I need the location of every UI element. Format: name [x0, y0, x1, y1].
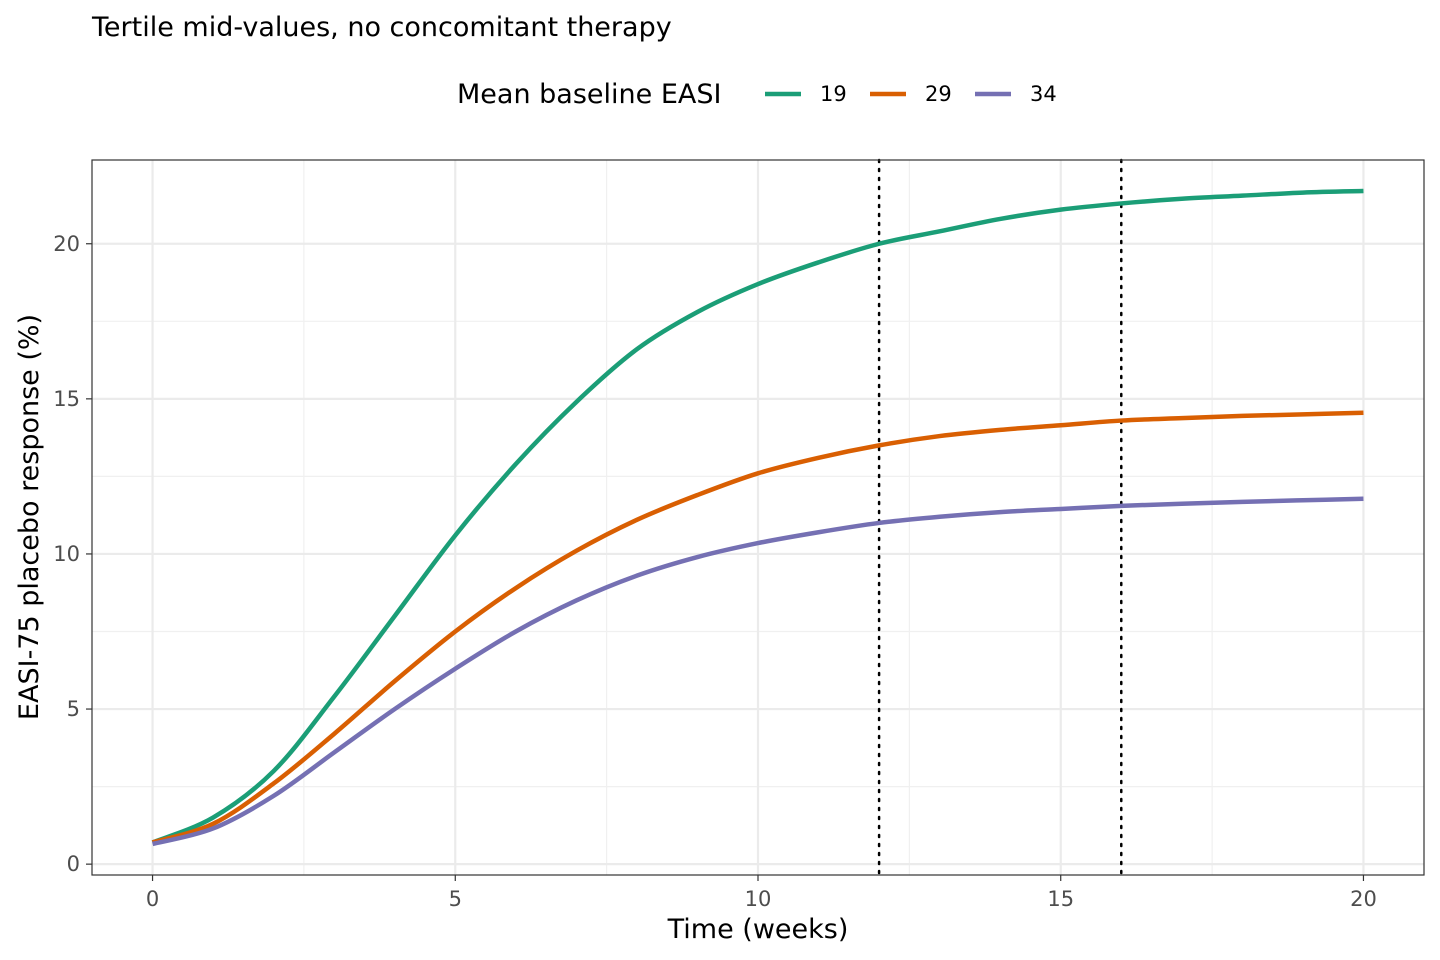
x-axis-label: Time (weeks) — [667, 914, 849, 945]
series-line-34 — [151, 496, 1364, 847]
y-tick-label: 10 — [53, 542, 80, 566]
x-axis: 0 5 10 15 20 — [146, 875, 1377, 911]
chart-title: Tertile mid-values, no concomitant thera… — [91, 12, 672, 43]
y-axis-label: EASI-75 placebo response (%) — [14, 314, 45, 720]
legend-label-34: 34 — [1030, 82, 1057, 106]
legend-label-29: 29 — [925, 82, 952, 106]
x-tick-label: 5 — [449, 887, 462, 911]
x-tick-label: 15 — [1047, 887, 1074, 911]
x-tick-label: 10 — [745, 887, 772, 911]
y-tick-label: 0 — [67, 852, 80, 876]
series-line-19 — [151, 188, 1364, 845]
plot-panel — [91, 158, 1425, 877]
legend-label-19: 19 — [820, 82, 847, 106]
y-tick-label: 15 — [53, 387, 80, 411]
y-tick-label: 5 — [67, 697, 80, 721]
legend-title: Mean baseline EASI — [457, 79, 721, 110]
x-tick-label: 20 — [1350, 887, 1377, 911]
series-line-29 — [151, 410, 1364, 845]
y-axis: 0 5 10 15 20 — [53, 232, 92, 876]
legend: Mean baseline EASI 19 29 34 — [457, 79, 1057, 110]
x-tick-label: 0 — [146, 887, 159, 911]
y-tick-label: 20 — [53, 232, 80, 256]
